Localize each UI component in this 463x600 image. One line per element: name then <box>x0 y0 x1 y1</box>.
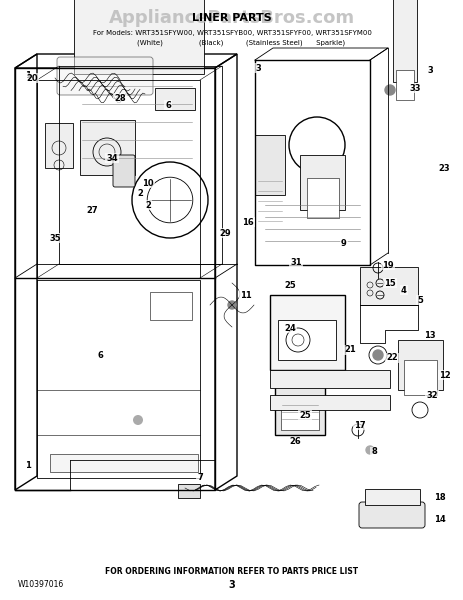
Text: 11: 11 <box>240 290 251 299</box>
FancyBboxPatch shape <box>397 340 442 390</box>
Text: FOR ORDERING INFORMATION REFER TO PARTS PRICE LIST: FOR ORDERING INFORMATION REFER TO PARTS … <box>105 568 358 577</box>
FancyBboxPatch shape <box>50 454 198 472</box>
FancyBboxPatch shape <box>155 88 194 110</box>
FancyBboxPatch shape <box>269 295 344 370</box>
Text: 35: 35 <box>49 233 61 242</box>
Text: 31: 31 <box>289 257 301 266</box>
Text: 20: 20 <box>26 74 38 83</box>
Text: 6: 6 <box>97 350 103 359</box>
Text: 32: 32 <box>425 391 437 400</box>
Text: 12: 12 <box>438 371 450 380</box>
FancyBboxPatch shape <box>281 405 319 430</box>
Text: 4: 4 <box>400 286 406 295</box>
Text: 17: 17 <box>353 421 365 430</box>
Text: W10397016: W10397016 <box>18 580 64 589</box>
Text: 10: 10 <box>142 179 153 187</box>
FancyBboxPatch shape <box>150 292 192 320</box>
Text: 34: 34 <box>106 154 118 163</box>
FancyBboxPatch shape <box>57 57 153 95</box>
Text: 9: 9 <box>340 239 346 248</box>
Text: 2: 2 <box>145 200 150 209</box>
FancyBboxPatch shape <box>392 0 416 82</box>
Circle shape <box>227 301 236 309</box>
Text: 26: 26 <box>288 437 300 446</box>
Text: 24: 24 <box>283 323 295 332</box>
FancyBboxPatch shape <box>269 370 389 388</box>
Text: 7: 7 <box>197 473 202 482</box>
FancyBboxPatch shape <box>74 0 204 74</box>
Circle shape <box>384 85 394 95</box>
Circle shape <box>372 350 382 360</box>
FancyBboxPatch shape <box>300 155 344 210</box>
Text: 19: 19 <box>382 260 393 269</box>
FancyBboxPatch shape <box>403 360 436 395</box>
FancyBboxPatch shape <box>178 484 200 498</box>
FancyBboxPatch shape <box>113 155 135 187</box>
Text: 3: 3 <box>228 580 235 590</box>
FancyBboxPatch shape <box>358 502 424 528</box>
FancyBboxPatch shape <box>269 395 389 410</box>
Text: 3: 3 <box>426 65 432 74</box>
Text: 8: 8 <box>370 448 376 457</box>
FancyBboxPatch shape <box>275 375 324 435</box>
FancyBboxPatch shape <box>45 123 73 168</box>
Text: LINER PARTS: LINER PARTS <box>192 13 271 23</box>
FancyBboxPatch shape <box>255 135 284 195</box>
FancyBboxPatch shape <box>307 178 338 218</box>
FancyBboxPatch shape <box>395 70 413 100</box>
Text: 25: 25 <box>283 281 295 290</box>
Text: 29: 29 <box>219 229 230 238</box>
Text: 22: 22 <box>385 353 397 362</box>
Text: 1: 1 <box>25 71 31 80</box>
Text: 6: 6 <box>165 101 170 110</box>
Text: 5: 5 <box>416 296 422 305</box>
Text: 1: 1 <box>25 461 31 469</box>
Circle shape <box>133 415 143 425</box>
Text: 14: 14 <box>433 515 445 524</box>
FancyBboxPatch shape <box>80 120 135 175</box>
Text: 15: 15 <box>383 278 395 287</box>
Text: 27: 27 <box>86 205 98 215</box>
Text: 2: 2 <box>137 188 143 197</box>
FancyBboxPatch shape <box>364 489 419 505</box>
Text: 16: 16 <box>242 218 253 227</box>
FancyBboxPatch shape <box>359 267 417 305</box>
Text: 13: 13 <box>423 331 435 340</box>
Text: For Models: WRT351SFYW00, WRT351SFYB00, WRT351SFYF00, WRT351SFYM00: For Models: WRT351SFYW00, WRT351SFYB00, … <box>92 30 371 36</box>
Circle shape <box>365 446 373 454</box>
Text: AppliancePartsBros.com: AppliancePartsBros.com <box>109 9 354 27</box>
Text: 25: 25 <box>299 410 310 419</box>
Text: 23: 23 <box>437 164 449 173</box>
FancyBboxPatch shape <box>277 320 335 360</box>
Text: (White)                (Black)          (Stainless Steel)      Sparkle): (White) (Black) (Stainless Steel) Sparkl… <box>119 40 344 46</box>
Text: 18: 18 <box>433 493 445 502</box>
Text: 33: 33 <box>408 83 420 92</box>
Text: 28: 28 <box>114 94 125 103</box>
Text: 21: 21 <box>344 346 355 355</box>
Text: 3: 3 <box>255 64 260 73</box>
